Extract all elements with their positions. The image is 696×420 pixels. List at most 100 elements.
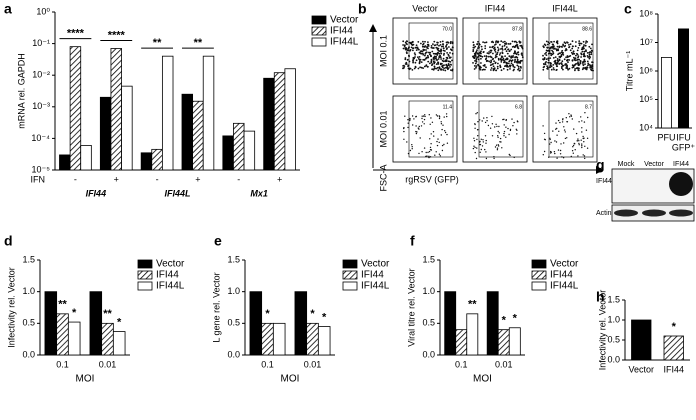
flow-event: [421, 45, 424, 48]
flow-event: [576, 58, 579, 61]
legend-label: IFI44L: [156, 281, 185, 292]
flow-event: [428, 150, 431, 153]
flow-event: [582, 67, 585, 69]
flow-event: [441, 144, 444, 147]
flow-event: [428, 114, 430, 116]
flow-event: [439, 155, 441, 157]
flow-event: [477, 121, 479, 123]
significance: ****: [108, 29, 126, 41]
flow-event: [579, 60, 582, 62]
flow-event: [474, 60, 476, 62]
flow-event: [440, 58, 442, 60]
flow-event: [496, 46, 499, 49]
x-tick-sublabel: GFP⁺: [672, 142, 696, 152]
flow-event: [583, 50, 586, 53]
flow-event: [560, 143, 562, 145]
flow-event: [479, 143, 481, 146]
flow-event: [409, 117, 411, 120]
flow-event: [494, 61, 497, 64]
flow-event: [558, 130, 560, 132]
legend-label: IFI44: [361, 270, 384, 281]
bar: [202, 55, 215, 171]
flow-event: [542, 58, 545, 61]
flow-frame: [532, 95, 598, 163]
flow-event: [431, 64, 433, 67]
flow-event: [562, 157, 565, 159]
flow-event: [503, 124, 505, 126]
flow-event: [479, 151, 481, 153]
flow-event: [490, 59, 492, 62]
flow-event: [437, 69, 440, 72]
flow-event: [442, 57, 445, 60]
flow-event: [500, 48, 502, 50]
flow-event: [572, 152, 574, 154]
y-tick-label: 10⁻⁵: [32, 164, 51, 174]
flow-event: [445, 48, 448, 50]
flow-event: [423, 123, 425, 125]
flow-event: [502, 57, 505, 60]
x-tick-label: 0.1: [455, 359, 468, 369]
flow-event: [514, 56, 516, 59]
flow-event: [426, 155, 428, 157]
flow-event: [490, 67, 493, 69]
flow-event: [554, 60, 557, 62]
flow-event: [583, 55, 586, 58]
flow-event: [473, 68, 476, 70]
flow-event: [472, 49, 475, 51]
flow-event: [543, 138, 546, 140]
flow-event: [498, 132, 500, 134]
x-tick-label: 0.01: [304, 359, 322, 369]
legend-label: IFI44L: [330, 37, 359, 48]
flow-event: [402, 64, 405, 67]
flow-event: [406, 59, 409, 61]
flow-event: [557, 59, 559, 62]
flow-event: [566, 55, 569, 57]
flow-event: [504, 65, 506, 68]
flow-event: [430, 45, 433, 47]
flow-event: [481, 120, 483, 122]
flow-event: [590, 53, 593, 56]
flow-event: [590, 49, 593, 52]
band: [669, 209, 693, 217]
flow-event: [489, 61, 492, 64]
flow-event: [550, 62, 552, 65]
flow-event: [426, 65, 429, 68]
panel-label: b: [358, 1, 367, 17]
flow-event: [574, 57, 577, 60]
flow-event: [554, 62, 556, 65]
flow-event: [560, 66, 563, 68]
flow-event: [549, 66, 552, 68]
flow-event: [555, 48, 558, 50]
flow-event: [545, 58, 548, 61]
y-axis-label: L gene rel. Vector: [211, 272, 221, 342]
bar: [101, 322, 114, 356]
flow-event: [542, 154, 544, 156]
flow-event: [474, 127, 476, 129]
flow-event: [565, 63, 568, 65]
significance: **: [103, 308, 112, 320]
flow-event: [433, 135, 435, 137]
bar: [306, 322, 319, 356]
flow-event: [577, 69, 580, 72]
flow-event: [425, 49, 427, 51]
flow-event: [403, 130, 405, 133]
flow-event: [442, 69, 445, 71]
flow-event: [581, 127, 583, 129]
gate-percent: 88.6: [582, 26, 592, 32]
flow-event: [404, 58, 407, 61]
bar: [284, 68, 296, 171]
flow-event: [422, 58, 425, 61]
x-tick-label: +: [277, 174, 282, 184]
flow-event: [544, 44, 547, 47]
flow-event: [486, 120, 488, 122]
flow-event: [579, 62, 582, 65]
flow-event: [438, 153, 441, 155]
flow-event: [423, 118, 426, 121]
flow-event: [564, 49, 567, 52]
flow-event: [444, 66, 447, 69]
flow-event: [425, 64, 427, 67]
flow-event: [508, 153, 510, 156]
flow-event: [549, 138, 551, 141]
flow-event: [489, 46, 491, 49]
flow-event: [580, 48, 583, 51]
